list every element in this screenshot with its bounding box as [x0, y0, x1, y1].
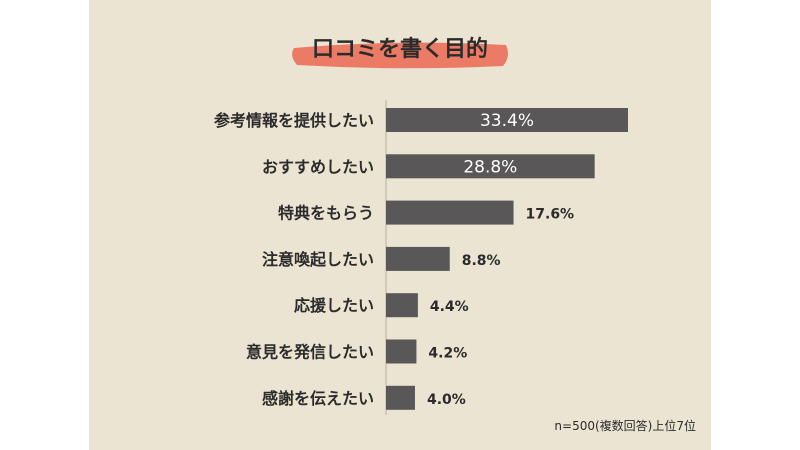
- bars-group: 参考情報を提供したい 33.4% おすすめしたい 28.8% 特典をもらう 17.6% 注意…: [214, 108, 628, 410]
- bar-6: [386, 385, 415, 410]
- value-label-5: 4.2%: [428, 346, 467, 362]
- bar-0: [386, 108, 628, 132]
- bar-4: [386, 293, 418, 318]
- value-label-4: 4.4%: [430, 299, 469, 315]
- chart-title-group: 口コミを書く目的: [292, 36, 508, 69]
- category-label-5: 意見を発信したい: [246, 343, 374, 362]
- value-label-3: 8.8%: [462, 253, 501, 269]
- chart-card: [89, 0, 711, 450]
- chart-title: 口コミを書く目的: [312, 36, 488, 62]
- value-label-6: 4.0%: [427, 392, 466, 408]
- bar-3: [386, 246, 450, 271]
- title-highlight: [292, 42, 508, 69]
- sample-note: n=500(複数回答)上位7位: [554, 418, 696, 433]
- category-label-1: おすすめしたい: [262, 157, 374, 176]
- category-label-2: 特典をもらう: [278, 204, 374, 223]
- bar-2: [386, 200, 514, 225]
- category-label-4: 応援したい: [294, 296, 374, 315]
- bar-1: [386, 154, 595, 179]
- category-label-3: 注意喚起したい: [262, 250, 374, 269]
- category-label-6: 感謝を伝えたい: [262, 389, 374, 408]
- bar-5: [386, 339, 417, 364]
- value-label-2: 17.6%: [526, 207, 575, 223]
- value-label-0: 33.4%: [480, 111, 534, 131]
- value-label-1: 28.8%: [463, 157, 517, 177]
- category-label-0: 参考情報を提供したい: [214, 111, 374, 130]
